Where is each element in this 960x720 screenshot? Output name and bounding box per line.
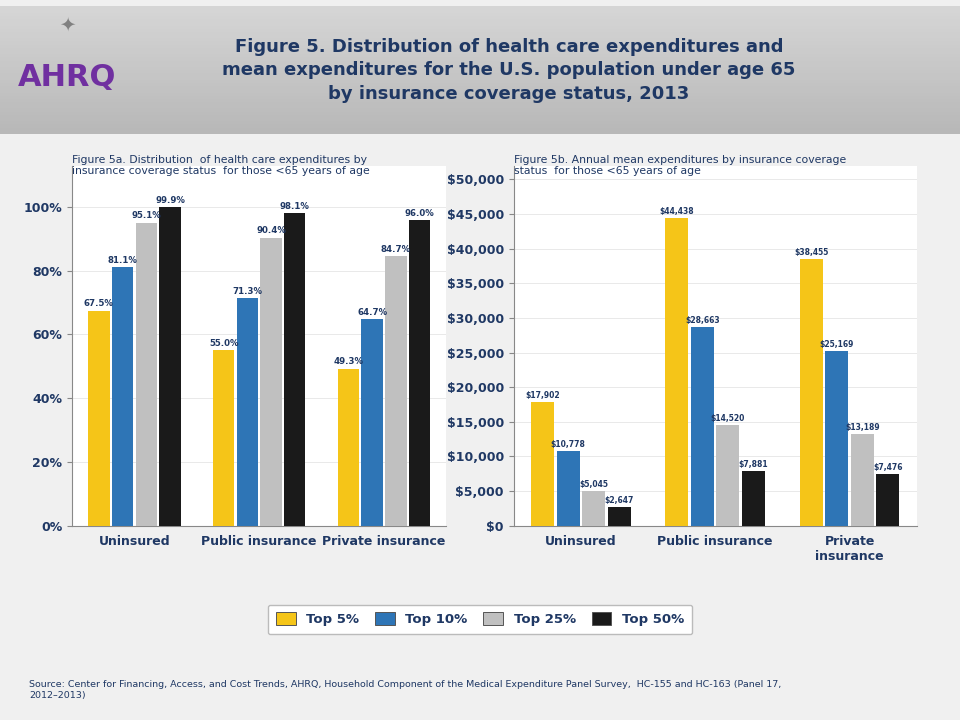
Text: 96.0%: 96.0% [405,209,435,217]
Bar [0,99,960,102]
Bar [338,369,359,526]
Text: 90.4%: 90.4% [256,226,286,235]
Bar [0,29,960,32]
Bar [0,127,960,131]
Bar [876,474,900,526]
Bar [362,320,383,526]
Bar [0,71,960,73]
Bar [0,76,960,80]
Text: $17,902: $17,902 [525,390,560,400]
Bar [557,451,580,526]
Text: 95.1%: 95.1% [132,212,161,220]
Bar [385,256,406,526]
Bar [260,238,281,526]
Bar [800,259,823,526]
Text: $44,438: $44,438 [660,207,694,216]
Bar [0,131,960,134]
Bar [0,51,960,54]
Bar [851,434,874,526]
Bar [0,45,960,48]
Text: $7,881: $7,881 [738,460,768,469]
Bar [135,222,156,526]
Bar [665,218,688,526]
Bar [742,471,765,526]
Bar [0,42,960,45]
Text: 67.5%: 67.5% [84,300,114,308]
Bar [0,121,960,125]
Text: $7,476: $7,476 [874,463,902,472]
Bar [0,60,960,64]
Text: ✦: ✦ [59,16,76,35]
Bar [691,327,714,526]
Bar [213,351,234,526]
Bar [582,490,605,526]
Legend: Top 5%, Top 10%, Top 25%, Top 50%: Top 5%, Top 10%, Top 25%, Top 50% [268,605,692,634]
Bar [0,80,960,83]
Bar [0,96,960,99]
Text: Figure 5. Distribution of health care expenditures and
mean expenditures for the: Figure 5. Distribution of health care ex… [222,37,796,103]
Bar [0,64,960,67]
Bar [0,93,960,96]
Text: 64.7%: 64.7% [357,308,387,318]
Bar [284,213,305,526]
Text: $10,778: $10,778 [551,440,586,449]
Bar [0,109,960,112]
Bar [0,35,960,38]
Bar [608,508,631,526]
Bar [0,83,960,86]
Bar [0,105,960,109]
Text: $38,455: $38,455 [794,248,828,257]
Bar [0,22,960,25]
Text: Figure 5b. Annual mean expenditures by insurance coverage
status  for those <65 : Figure 5b. Annual mean expenditures by i… [514,155,846,176]
Text: AHRQ: AHRQ [18,63,116,91]
Text: Source: Center for Financing, Access, and Cost Trends, AHRQ, Household Component: Source: Center for Financing, Access, an… [29,680,781,700]
Text: $2,647: $2,647 [605,496,634,505]
Bar [0,25,960,29]
Bar [0,54,960,58]
Text: $28,663: $28,663 [685,316,720,325]
Bar [0,112,960,115]
Bar [0,16,960,19]
Bar [0,86,960,89]
Bar [409,220,430,526]
Bar [159,207,180,526]
Text: 81.1%: 81.1% [108,256,137,265]
Text: $25,169: $25,169 [820,341,854,349]
Bar [0,6,960,9]
Text: Figure 5a. Distribution  of health care expenditures by
insurance coverage statu: Figure 5a. Distribution of health care e… [72,155,370,176]
Bar [0,48,960,51]
Text: 55.0%: 55.0% [209,339,238,348]
Text: 71.3%: 71.3% [232,287,262,296]
Bar [531,402,554,526]
Bar [0,115,960,118]
Text: 49.3%: 49.3% [333,357,364,366]
Text: $5,045: $5,045 [579,480,608,489]
Bar [0,102,960,105]
Bar [0,73,960,76]
Bar [0,38,960,42]
Bar [0,125,960,127]
Bar [0,118,960,121]
Bar [716,425,739,526]
Text: 84.7%: 84.7% [381,245,411,253]
Bar [0,9,960,13]
Bar [0,32,960,35]
Bar [0,58,960,60]
Bar [826,351,849,526]
Bar [112,267,133,526]
Bar [0,89,960,93]
Text: $14,520: $14,520 [710,414,745,423]
Text: $13,189: $13,189 [845,423,879,432]
Bar [0,67,960,71]
Text: 98.1%: 98.1% [279,202,310,211]
Text: 99.9%: 99.9% [155,196,185,205]
Bar [88,310,109,526]
Bar [0,13,960,16]
Bar [0,19,960,22]
Bar [237,299,258,526]
